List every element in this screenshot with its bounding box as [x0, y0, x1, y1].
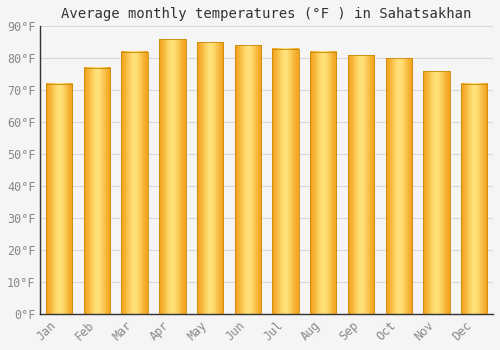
Bar — [310, 52, 336, 314]
Bar — [197, 42, 224, 314]
Bar — [122, 52, 148, 314]
Bar — [272, 49, 299, 314]
Bar — [348, 55, 374, 314]
Bar — [424, 71, 450, 314]
Bar — [84, 68, 110, 314]
Bar — [461, 84, 487, 314]
Bar — [159, 39, 186, 314]
Bar — [46, 84, 72, 314]
Title: Average monthly temperatures (°F ) in Sahatsakhan: Average monthly temperatures (°F ) in Sa… — [62, 7, 472, 21]
Bar — [234, 46, 261, 314]
Bar — [386, 58, 412, 314]
